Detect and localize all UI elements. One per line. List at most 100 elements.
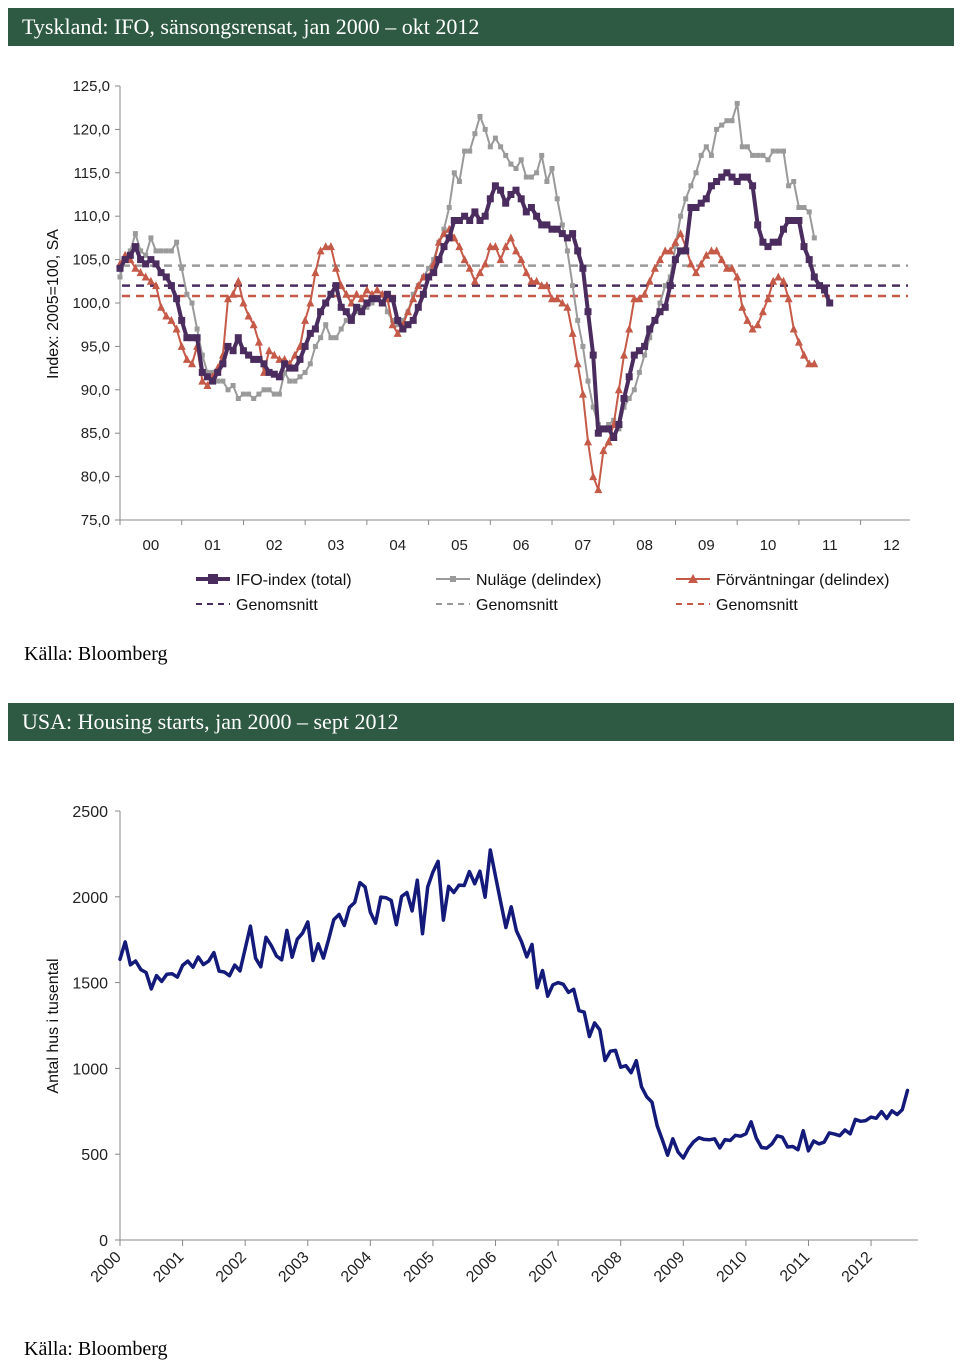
data-point-ifo-total bbox=[569, 230, 577, 238]
data-point-nulage bbox=[662, 283, 668, 289]
data-point-forvantningar bbox=[630, 294, 639, 303]
data-point-ifo-total bbox=[466, 217, 474, 224]
data-point-ifo-total bbox=[491, 182, 499, 190]
data-point-ifo-total bbox=[821, 286, 829, 294]
ifo-x-tick-label: 04 bbox=[389, 537, 406, 554]
data-point-forvantningar bbox=[779, 276, 788, 285]
data-point-nulage bbox=[318, 335, 324, 341]
data-point-forvantningar bbox=[553, 294, 562, 303]
data-point-forvantningar bbox=[373, 285, 382, 294]
data-point-ifo-total bbox=[563, 234, 571, 242]
data-point-ifo-total bbox=[152, 260, 160, 268]
ifo-x-tick-label: 09 bbox=[698, 537, 715, 554]
data-point-forvantningar bbox=[532, 276, 541, 285]
data-point-ifo-total bbox=[219, 360, 227, 368]
data-point-forvantningar bbox=[661, 246, 670, 255]
data-point-forvantningar bbox=[573, 359, 582, 368]
data-point-forvantningar bbox=[496, 255, 505, 264]
data-point-ifo-total bbox=[188, 334, 196, 342]
data-point-forvantningar bbox=[512, 246, 520, 255]
data-point-forvantningar bbox=[352, 289, 361, 298]
data-point-forvantningar bbox=[177, 341, 186, 350]
data-point-ifo-total bbox=[512, 186, 520, 194]
data-point-forvantningar bbox=[455, 242, 464, 251]
data-point-nulage bbox=[698, 152, 704, 158]
data-point-ifo-total bbox=[157, 269, 165, 277]
data-point-ifo-total bbox=[507, 191, 515, 198]
data-point-nulage bbox=[734, 100, 740, 106]
data-point-nulage bbox=[549, 166, 555, 171]
data-point-nulage bbox=[528, 174, 534, 180]
data-point-forvantningar bbox=[182, 354, 191, 363]
ifo-x-tick-label: 02 bbox=[266, 537, 283, 554]
data-point-forvantningar bbox=[188, 359, 196, 368]
data-point-nulage bbox=[338, 326, 344, 332]
data-point-nulage bbox=[261, 387, 267, 393]
series-forvantningar bbox=[116, 224, 819, 494]
housing-x-tick-label: 2010 bbox=[714, 1249, 751, 1286]
data-point-ifo-total bbox=[378, 299, 386, 307]
data-point-ifo-total bbox=[214, 368, 222, 376]
data-point-ifo-total bbox=[749, 182, 757, 190]
data-point-ifo-total bbox=[718, 173, 726, 181]
data-point-nulage bbox=[312, 343, 318, 349]
data-point-nulage bbox=[714, 126, 720, 132]
data-point-nulage bbox=[168, 248, 174, 254]
ifo-x-tick-label: 12 bbox=[883, 537, 900, 554]
data-point-nulage bbox=[647, 335, 653, 341]
data-point-ifo-total bbox=[754, 221, 762, 229]
data-point-nulage bbox=[642, 352, 648, 358]
legend-avg-nulage: Genomsnitt bbox=[436, 597, 558, 614]
data-point-ifo-total bbox=[661, 303, 669, 311]
ifo-y-tick-label: 105,0 bbox=[72, 252, 110, 269]
data-point-nulage bbox=[724, 118, 730, 124]
data-point-ifo-total bbox=[414, 303, 422, 311]
data-point-forvantningar bbox=[203, 381, 212, 389]
data-point-nulage bbox=[456, 179, 462, 184]
data-point-nulage bbox=[184, 291, 190, 297]
data-point-forvantningar bbox=[748, 324, 757, 333]
data-point-forvantningar bbox=[162, 311, 171, 320]
data-point-nulage bbox=[153, 248, 159, 254]
data-point-forvantningar bbox=[167, 315, 176, 324]
data-point-forvantningar bbox=[537, 281, 546, 290]
data-point-ifo-total bbox=[435, 256, 443, 264]
series-nulage bbox=[117, 100, 817, 432]
data-point-forvantningar bbox=[548, 294, 556, 303]
data-point-nulage bbox=[462, 148, 468, 154]
data-point-ifo-total bbox=[677, 247, 685, 255]
data-point-forvantningar bbox=[758, 307, 767, 316]
data-point-forvantningar bbox=[635, 294, 644, 303]
data-point-ifo-total bbox=[389, 295, 397, 303]
data-point-nulage bbox=[297, 374, 303, 380]
data-point-nulage bbox=[328, 335, 334, 341]
data-point-forvantningar bbox=[198, 376, 207, 385]
data-point-nulage bbox=[148, 235, 154, 241]
data-point-nulage bbox=[580, 343, 586, 349]
data-point-nulage bbox=[204, 369, 210, 375]
data-point-forvantningar bbox=[239, 298, 248, 307]
data-point-nulage bbox=[523, 174, 529, 180]
data-point-forvantningar bbox=[692, 268, 700, 277]
data-point-ifo-total bbox=[713, 178, 721, 185]
data-point-ifo-total bbox=[651, 316, 659, 324]
data-point-forvantningar bbox=[810, 359, 819, 368]
data-point-ifo-total bbox=[317, 308, 325, 316]
data-point-nulage bbox=[225, 387, 231, 393]
data-point-ifo-total bbox=[425, 273, 433, 281]
data-point-nulage bbox=[534, 170, 540, 176]
data-point-forvantningar bbox=[738, 302, 747, 311]
data-point-nulage bbox=[631, 387, 637, 393]
data-point-forvantningar bbox=[152, 281, 160, 290]
data-point-nulage bbox=[292, 378, 298, 384]
data-point-nulage bbox=[513, 166, 519, 171]
chart1-source: Källa: Bloomberg bbox=[24, 643, 168, 665]
data-point-nulage bbox=[266, 387, 272, 393]
ifo-x-tick-label: 03 bbox=[328, 537, 345, 554]
data-point-forvantningar bbox=[414, 281, 423, 290]
data-point-nulage bbox=[570, 283, 576, 289]
data-point-nulage bbox=[369, 300, 375, 306]
data-point-forvantningar bbox=[501, 242, 510, 251]
data-point-forvantningar bbox=[589, 472, 598, 481]
data-point-ifo-total bbox=[224, 342, 232, 350]
